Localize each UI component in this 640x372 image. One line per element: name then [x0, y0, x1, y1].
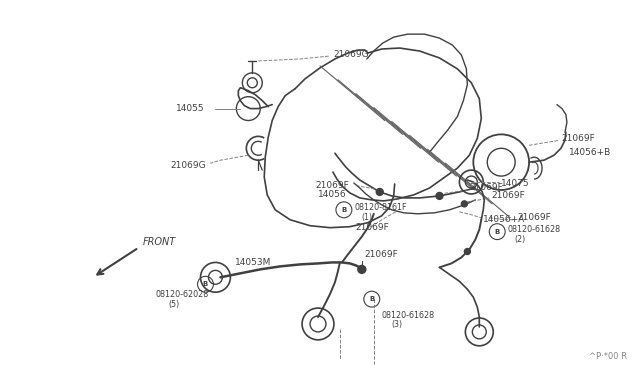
Text: 08120-62028: 08120-62028 — [156, 290, 209, 299]
Text: B: B — [495, 229, 500, 235]
Circle shape — [376, 189, 383, 195]
Text: FRONT: FRONT — [143, 237, 176, 247]
Text: 21069F: 21069F — [492, 192, 525, 201]
Text: B: B — [341, 207, 346, 213]
Text: (2): (2) — [514, 235, 525, 244]
Text: B: B — [369, 296, 374, 302]
Text: 21069F: 21069F — [561, 134, 595, 143]
Circle shape — [465, 248, 470, 254]
Text: 14075: 14075 — [501, 179, 530, 187]
Text: 21069F: 21069F — [356, 223, 390, 232]
Text: 08120-61628: 08120-61628 — [381, 311, 435, 320]
Text: (3): (3) — [392, 320, 403, 330]
Text: 08120-8161F: 08120-8161F — [355, 203, 407, 212]
Text: ^P·*00 R: ^P·*00 R — [589, 352, 627, 361]
Text: (5): (5) — [169, 299, 180, 309]
Text: 14053M: 14053M — [236, 258, 272, 267]
Text: 14056+A: 14056+A — [483, 215, 525, 224]
Text: 21069F: 21069F — [469, 183, 503, 192]
Circle shape — [461, 201, 467, 207]
Text: 21069F: 21069F — [315, 180, 349, 189]
Text: B: B — [203, 281, 208, 287]
Text: 21069F: 21069F — [365, 250, 399, 259]
Text: 21069G: 21069G — [333, 51, 369, 60]
Text: (1): (1) — [362, 213, 373, 222]
Text: 21069F: 21069F — [517, 213, 551, 222]
Circle shape — [436, 192, 443, 199]
Text: 14055: 14055 — [175, 104, 204, 113]
Text: 08120-61628: 08120-61628 — [507, 225, 560, 234]
Circle shape — [358, 265, 366, 273]
Text: 21069G: 21069G — [171, 161, 206, 170]
Text: 14056+B: 14056+B — [569, 148, 611, 157]
Text: 14056: 14056 — [318, 190, 347, 199]
